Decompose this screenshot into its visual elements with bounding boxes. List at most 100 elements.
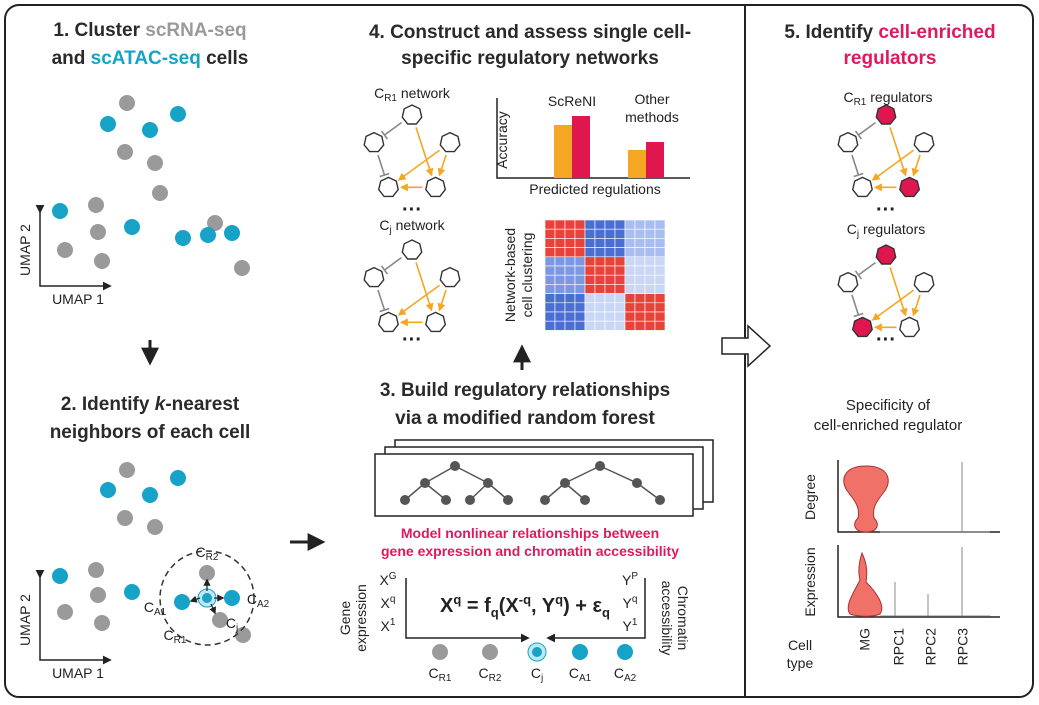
tree-node <box>441 495 451 505</box>
cell <box>200 227 216 243</box>
heat-cell <box>554 238 566 248</box>
heat-cell <box>614 274 626 285</box>
term: Y1 <box>623 617 638 634</box>
cell-type-label: type <box>787 655 814 671</box>
cell <box>235 627 251 643</box>
panel1-title: and scATAC-seq cells <box>52 48 249 69</box>
label-base: C <box>479 665 489 681</box>
repression <box>858 121 876 136</box>
heat-cell <box>614 265 626 276</box>
random-forest <box>374 439 714 517</box>
heat-cell <box>564 293 576 304</box>
heat-cell <box>594 265 606 276</box>
formula-part: , Y <box>531 595 556 617</box>
heat-cell <box>634 256 646 267</box>
activation <box>871 149 914 181</box>
heat-cell <box>634 228 646 239</box>
cell-type: MG <box>857 628 873 651</box>
heat-cell <box>554 228 566 239</box>
spec-label: Specificity of <box>846 397 931 414</box>
heat-cell <box>604 293 616 304</box>
heat-cell <box>624 265 636 276</box>
heat-cell <box>644 265 656 276</box>
heat-cell <box>574 238 586 248</box>
heat-cell <box>554 256 566 267</box>
heatmap <box>544 219 666 331</box>
activation <box>415 262 434 312</box>
heat-cell <box>604 219 616 230</box>
heat-cell <box>654 302 666 313</box>
axis-label: Network-based <box>502 228 518 322</box>
heat-cell <box>544 219 556 230</box>
heat-cell <box>594 293 606 304</box>
cell-types: MG RPC1 RPC2 RPC3 <box>857 628 971 666</box>
heat-cell <box>584 320 596 331</box>
ellipsis: ··· <box>402 329 422 351</box>
heat-cell <box>594 302 606 313</box>
cell-label: CA2 <box>614 665 637 684</box>
heat-cell <box>554 302 566 313</box>
cell <box>224 225 240 241</box>
heat-cell <box>614 247 626 258</box>
heat-cell <box>584 228 596 239</box>
term-base: X <box>381 618 391 634</box>
formula-part: q <box>453 592 461 607</box>
heat-cell <box>564 238 576 248</box>
cell <box>88 562 104 578</box>
tree-node <box>450 461 460 471</box>
heat-cell <box>654 320 666 331</box>
cell <box>202 593 212 603</box>
term-sup: q <box>390 594 396 605</box>
heat-cell <box>614 219 626 230</box>
heat-cell <box>594 256 606 267</box>
repression <box>384 256 402 271</box>
axis-label: UMAP 2 <box>17 224 33 276</box>
term: XG <box>379 571 396 588</box>
heat-cell <box>584 256 596 267</box>
axis-label: UMAP 1 <box>52 291 104 307</box>
heat-cell <box>554 311 566 322</box>
repression-bar <box>853 172 864 178</box>
gene-node <box>439 266 461 288</box>
gene-node <box>913 271 935 293</box>
bracket <box>405 578 530 643</box>
cell <box>124 584 140 600</box>
cell-type-label: Cell <box>788 637 812 653</box>
heat-cell <box>544 274 556 285</box>
axis-label: cell clustering <box>519 233 535 318</box>
repression-bar <box>854 270 863 280</box>
bars <box>554 116 664 178</box>
label-sub: R1 <box>439 673 452 684</box>
cell-label: CR1 <box>429 665 452 684</box>
cell <box>142 487 158 503</box>
heat-cell <box>654 256 666 267</box>
side-label: accessibility <box>659 581 675 656</box>
heat-cell <box>654 293 666 304</box>
heat-cell <box>574 274 586 285</box>
heat-cell <box>574 265 586 276</box>
heat-cell <box>584 302 596 313</box>
activation <box>397 284 440 316</box>
heat-cell <box>584 311 596 322</box>
cell <box>52 568 68 584</box>
heat-cell <box>614 320 626 331</box>
heat-cell <box>564 265 576 276</box>
heat-cell <box>604 247 616 258</box>
cell <box>117 144 133 160</box>
heat-cell <box>644 274 656 285</box>
heat-cell <box>654 284 666 294</box>
panel5-title: regulators <box>844 48 937 69</box>
term-base: Y <box>622 572 632 588</box>
heat-cell <box>544 284 556 294</box>
heat-cell <box>624 293 636 304</box>
cell <box>94 253 110 269</box>
gene-node <box>851 316 873 338</box>
repression-bar <box>379 172 390 178</box>
cell-label: CA2 <box>247 591 270 610</box>
heat-cell <box>624 228 636 239</box>
cell <box>532 647 542 657</box>
formula-part: ) + ε <box>563 595 602 617</box>
heat-cell <box>554 219 566 230</box>
